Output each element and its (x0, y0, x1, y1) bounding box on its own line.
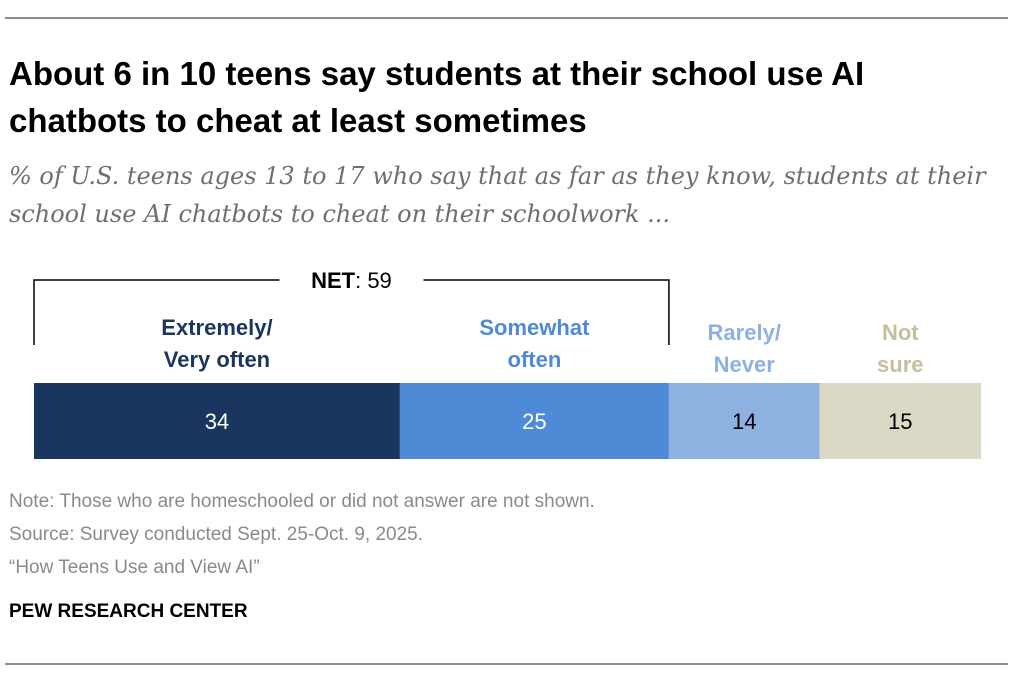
chart-title: About 6 in 10 teens say students at thei… (9, 55, 865, 139)
bottom-rule (5, 663, 1008, 665)
net-bracket (33, 279, 670, 345)
data-label-not-sure: 15 (888, 409, 912, 434)
net-label-value: : 59 (355, 268, 392, 293)
chart-subtitle: % of U.S. teens ages 13 to 17 who say th… (9, 162, 986, 228)
net-label: NET: 59 (311, 268, 392, 293)
chart-source: Source: Survey conducted Sept. 25-Oct. 9… (9, 524, 424, 545)
category-label-line: Rarely/ (708, 320, 781, 345)
data-label-extremely-very-often: 34 (205, 409, 229, 434)
data-label-rarely-never: 14 (732, 409, 756, 434)
category-label-extremely-very-often: Extremely/Very often (161, 315, 272, 372)
category-label-rarely-never: Rarely/Never (708, 320, 781, 377)
bar-segment-rarely-never (668, 383, 820, 459)
bar-segment-extremely-very-often (34, 383, 400, 459)
category-label-somewhat-often: Somewhat often (479, 315, 590, 372)
report-title: “How Teens Use and View AI” (9, 557, 260, 578)
category-label-line: Somewhat (479, 315, 590, 340)
pew-research-center-logo: PEW RESEARCH CENTER (9, 601, 248, 622)
bar-segment-not-sure (819, 383, 981, 459)
category-label-line: often (508, 347, 562, 372)
top-rule (5, 17, 1008, 19)
bar-segment-somewhat-often (399, 383, 669, 459)
category-label-line: Never (714, 352, 776, 377)
category-label-line: sure (877, 352, 923, 377)
net-label-key: NET (311, 268, 356, 293)
category-label-line: Not (882, 320, 919, 345)
stacked-bar-chart: 34 Extremely/Very often 25 Somewhat often 14 R… (33, 268, 981, 459)
data-label-somewhat-often: 25 (522, 409, 546, 434)
chart-note: Note: Those who are homeschooled or did … (9, 491, 595, 512)
category-label-not-sure: Not sure (877, 320, 923, 377)
category-label-line: Very often (164, 347, 270, 372)
category-label-line: Extremely/ (161, 315, 272, 340)
